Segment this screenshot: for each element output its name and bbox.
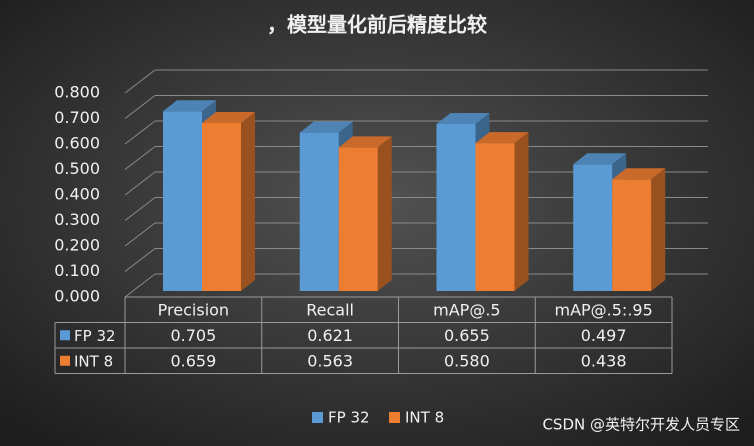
table-series-name: INT 8 xyxy=(74,352,113,370)
bar-top xyxy=(338,136,392,148)
table-legend-swatch xyxy=(60,355,70,366)
bar-side xyxy=(651,168,666,291)
data-label: 0.621 xyxy=(307,326,353,345)
bar-top xyxy=(612,168,666,180)
grid-line-side xyxy=(124,273,156,298)
bar-top xyxy=(163,100,216,112)
x-tick-label: mAP@.5:.95 xyxy=(554,300,652,319)
data-label: 0.705 xyxy=(170,326,216,345)
grid-line-side xyxy=(124,222,156,247)
bar-top xyxy=(475,132,529,144)
bar xyxy=(436,123,476,291)
bar-top xyxy=(436,112,490,124)
bar-top xyxy=(202,111,255,123)
data-label: 0.563 xyxy=(307,351,353,370)
y-tick-label: 0.300 xyxy=(54,210,100,229)
table-series-name: FP 32 xyxy=(74,327,116,345)
bar xyxy=(475,143,515,291)
data-label: 0.655 xyxy=(444,326,490,345)
watermark: CSDN @英特尔开发人员专区 xyxy=(542,416,740,434)
grid-line-side xyxy=(124,197,156,221)
legend-label: INT 8 xyxy=(405,409,444,427)
chart-title: ，模型量化前后精度比较 xyxy=(267,13,487,37)
bar xyxy=(612,179,652,291)
y-tick-label: 0.700 xyxy=(54,108,100,127)
x-tick-label: Recall xyxy=(306,300,354,319)
x-tick-label: mAP@.5 xyxy=(433,300,500,319)
x-tick-label: Precision xyxy=(158,300,229,319)
y-tick-label: 0.600 xyxy=(54,134,100,153)
legend-swatch xyxy=(389,412,400,423)
data-label: 0.580 xyxy=(444,351,490,370)
y-tick-label: 0.100 xyxy=(54,261,100,280)
bar-side xyxy=(514,132,529,291)
bar xyxy=(573,164,613,291)
y-tick-label: 0.400 xyxy=(54,185,100,204)
grid-line-side xyxy=(124,120,156,145)
bar-top xyxy=(573,153,627,165)
y-tick-label: 0.200 xyxy=(54,236,100,255)
bar xyxy=(163,111,202,291)
y-tick-label: 0.500 xyxy=(54,159,100,178)
data-label: 0.497 xyxy=(581,326,627,345)
bar-side xyxy=(241,111,255,291)
grid-line-side xyxy=(124,69,156,94)
grid-line-side xyxy=(124,95,156,119)
data-label: 0.438 xyxy=(581,351,627,370)
bar xyxy=(338,147,378,291)
grid-line-side xyxy=(124,171,156,196)
bar xyxy=(202,122,241,291)
legend-swatch xyxy=(312,412,323,423)
y-tick-label: 0.000 xyxy=(54,287,100,306)
bar-top xyxy=(299,121,353,133)
legend-label: FP 32 xyxy=(328,409,370,427)
y-tick-label: 0.800 xyxy=(54,83,100,102)
grid-line-side xyxy=(124,248,156,272)
bar-side xyxy=(377,136,392,291)
data-label: 0.659 xyxy=(170,351,216,370)
grid-line-side xyxy=(124,146,156,170)
bar xyxy=(299,132,339,291)
table-legend-swatch xyxy=(60,330,70,341)
